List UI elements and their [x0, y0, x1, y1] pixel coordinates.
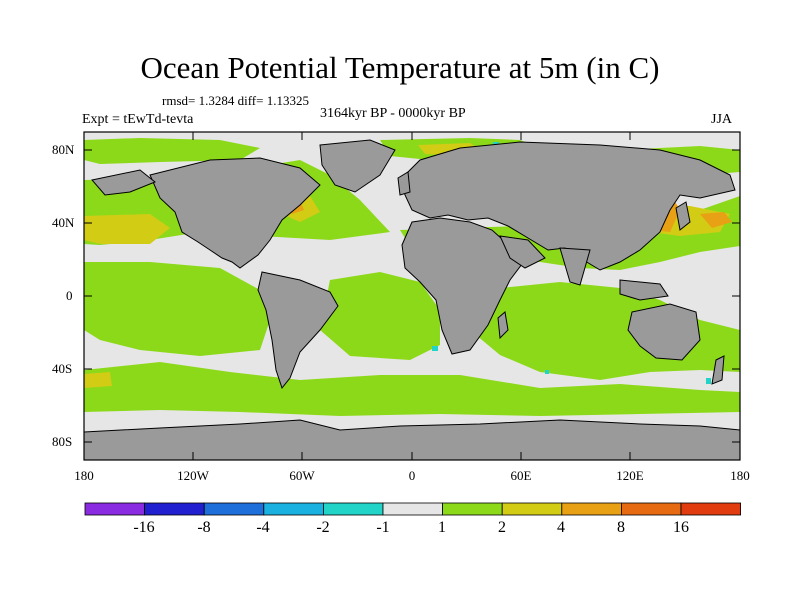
antarctica [84, 419, 740, 460]
colorbar-label: -16 [133, 519, 155, 536]
colorbar-swatch [501, 502, 563, 516]
madagascar [497, 311, 509, 340]
lon-label-60e: 60E [510, 468, 532, 483]
lon-label-120w: 120W [177, 468, 209, 483]
india [559, 247, 591, 286]
colorbar-label: 8 [617, 519, 625, 536]
lon-label-180w: 180 [74, 468, 94, 483]
colorbar-swatch [680, 502, 741, 516]
lon-label-0: 0 [408, 468, 416, 483]
colorbar-swatch [203, 502, 265, 516]
colorbar-swatch [263, 502, 324, 516]
experiment-label: Expt = tEwTd-tevta [82, 112, 194, 127]
land-masses [84, 139, 740, 460]
eurasia [399, 141, 736, 271]
arabian-peninsula [499, 235, 546, 269]
colorbar-label: -1 [376, 519, 390, 536]
japan [675, 201, 691, 231]
colorbar-swatch [442, 502, 503, 516]
colorbar-swatch [322, 502, 384, 516]
period-label: 3164kyr BP - 0000kyr BP [320, 106, 466, 121]
alaska [91, 169, 156, 196]
lat-label-80s: 80S [52, 434, 73, 449]
colorbar-label: 16 [673, 519, 689, 536]
lon-label-120e: 120E [616, 468, 644, 483]
colorbar-swatch [621, 502, 682, 516]
stats-text: rmsd= 1.3284 diff= 1.13325 [162, 93, 309, 108]
colorbar-swatch [84, 502, 145, 516]
colorbar-label: 4 [557, 519, 565, 536]
south-america [257, 271, 339, 390]
lon-label-60w: 60W [289, 468, 315, 483]
colorbar-label: -2 [316, 519, 330, 536]
colorbar-label: -4 [256, 519, 270, 536]
lat-label-40n: 40N [52, 215, 75, 230]
colorbar-label: 2 [498, 519, 506, 536]
axis-ticks [84, 132, 740, 460]
indonesia [619, 279, 669, 301]
australia [627, 303, 701, 361]
africa [401, 217, 526, 355]
colorbar-label: -8 [197, 519, 211, 536]
colorbar-swatch [144, 502, 205, 516]
greenland [319, 139, 396, 193]
lat-label-80n: 80N [52, 142, 75, 157]
lon-label-180e: 180 [730, 468, 750, 483]
colorbar-swatch [561, 502, 622, 516]
map-title: Ocean Potential Temperature at 5m (in C) [140, 50, 660, 85]
new-zealand [711, 355, 725, 385]
lat-label-40s: 40S [52, 361, 73, 376]
colorbar-swatch [382, 502, 443, 516]
colorbar-label: 1 [438, 519, 446, 536]
lat-label-0: 0 [66, 288, 73, 303]
north-america [149, 157, 321, 269]
british-isles [397, 171, 411, 196]
colorbar [84, 502, 741, 516]
season-label: JJA [711, 112, 733, 127]
